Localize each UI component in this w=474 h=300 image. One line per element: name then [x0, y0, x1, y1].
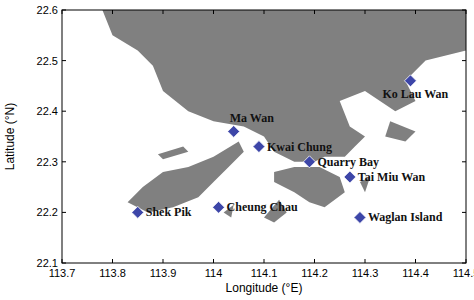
x-tick: [466, 259, 467, 263]
x-tick-label: 114.3: [352, 267, 379, 279]
station-marker: [228, 125, 240, 137]
x-tick: [163, 259, 164, 263]
x-tick-top: [314, 10, 315, 14]
points-group: [132, 75, 417, 224]
x-tick-label: 114.4: [402, 267, 429, 279]
station-marker: [303, 156, 315, 168]
station-marker: [132, 206, 144, 218]
y-tick-label: 22.3: [37, 156, 58, 168]
y-tick: [62, 212, 66, 213]
station-marker: [404, 75, 416, 87]
x-tick-label: 114: [205, 267, 223, 279]
station-label: Tai Miu Wan: [358, 170, 426, 184]
x-tick: [365, 259, 366, 263]
x-tick: [314, 259, 315, 263]
land: [158, 147, 188, 160]
station-marker: [253, 141, 265, 153]
y-tick-right: [462, 111, 466, 112]
y-tick-right: [462, 161, 466, 162]
y-tick: [62, 60, 66, 61]
station-marker: [213, 201, 225, 213]
x-tick-label: 113.9: [150, 267, 177, 279]
x-tick: [112, 259, 113, 263]
x-tick-top: [466, 10, 467, 14]
y-tick-label: 22.6: [37, 4, 58, 16]
land: [102, 10, 466, 162]
station-marker: [354, 211, 366, 223]
station-label: Waglan Island: [368, 210, 443, 224]
x-tick: [264, 259, 265, 263]
plot-background: [62, 10, 466, 263]
x-tick-top: [62, 10, 63, 14]
x-tick-label: 114.1: [251, 267, 278, 279]
y-tick: [62, 263, 66, 264]
y-tick: [62, 10, 66, 11]
station-label: Quarry Bay: [317, 155, 379, 169]
x-tick: [415, 259, 416, 263]
x-tick-top: [264, 10, 265, 14]
y-tick-label: 22.1: [37, 257, 58, 269]
x-tick-top: [163, 10, 164, 14]
x-tick-label: 114.5: [453, 267, 474, 279]
station-label: Cheung Chau: [227, 200, 298, 214]
y-tick-right: [462, 10, 466, 11]
y-tick-right: [462, 212, 466, 213]
station-label: Kwai Chung: [267, 140, 332, 154]
y-tick: [62, 161, 66, 162]
x-axis-label: Longitude (°E): [226, 281, 303, 295]
station-marker: [344, 171, 356, 183]
x-tick: [213, 259, 214, 263]
x-tick-label: 113.8: [99, 267, 126, 279]
chart-root: 113.7113.8113.9114114.1114.2114.3114.411…: [0, 0, 474, 300]
station-label: Ko Lau Wan: [382, 87, 448, 101]
y-tick-label: 22.5: [37, 55, 58, 67]
station-label: Shek Pik: [146, 205, 192, 219]
x-tick: [62, 259, 63, 263]
land: [385, 121, 415, 141]
y-tick: [62, 111, 66, 112]
chart-svg: 113.7113.8113.9114114.1114.2114.3114.411…: [0, 0, 474, 300]
y-tick-label: 22.2: [37, 206, 58, 218]
x-tick-top: [365, 10, 366, 14]
y-axis-label: Latitude (°N): [3, 103, 17, 171]
plot-frame: [62, 10, 466, 263]
y-tick-right: [462, 60, 466, 61]
x-tick-top: [112, 10, 113, 14]
y-tick-right: [462, 263, 466, 264]
station-label: Ma Wan: [230, 111, 274, 125]
x-tick-top: [213, 10, 214, 14]
x-tick-top: [415, 10, 416, 14]
land-group: [102, 10, 466, 223]
y-tick-label: 22.4: [37, 105, 58, 117]
x-tick-label: 114.2: [301, 267, 328, 279]
